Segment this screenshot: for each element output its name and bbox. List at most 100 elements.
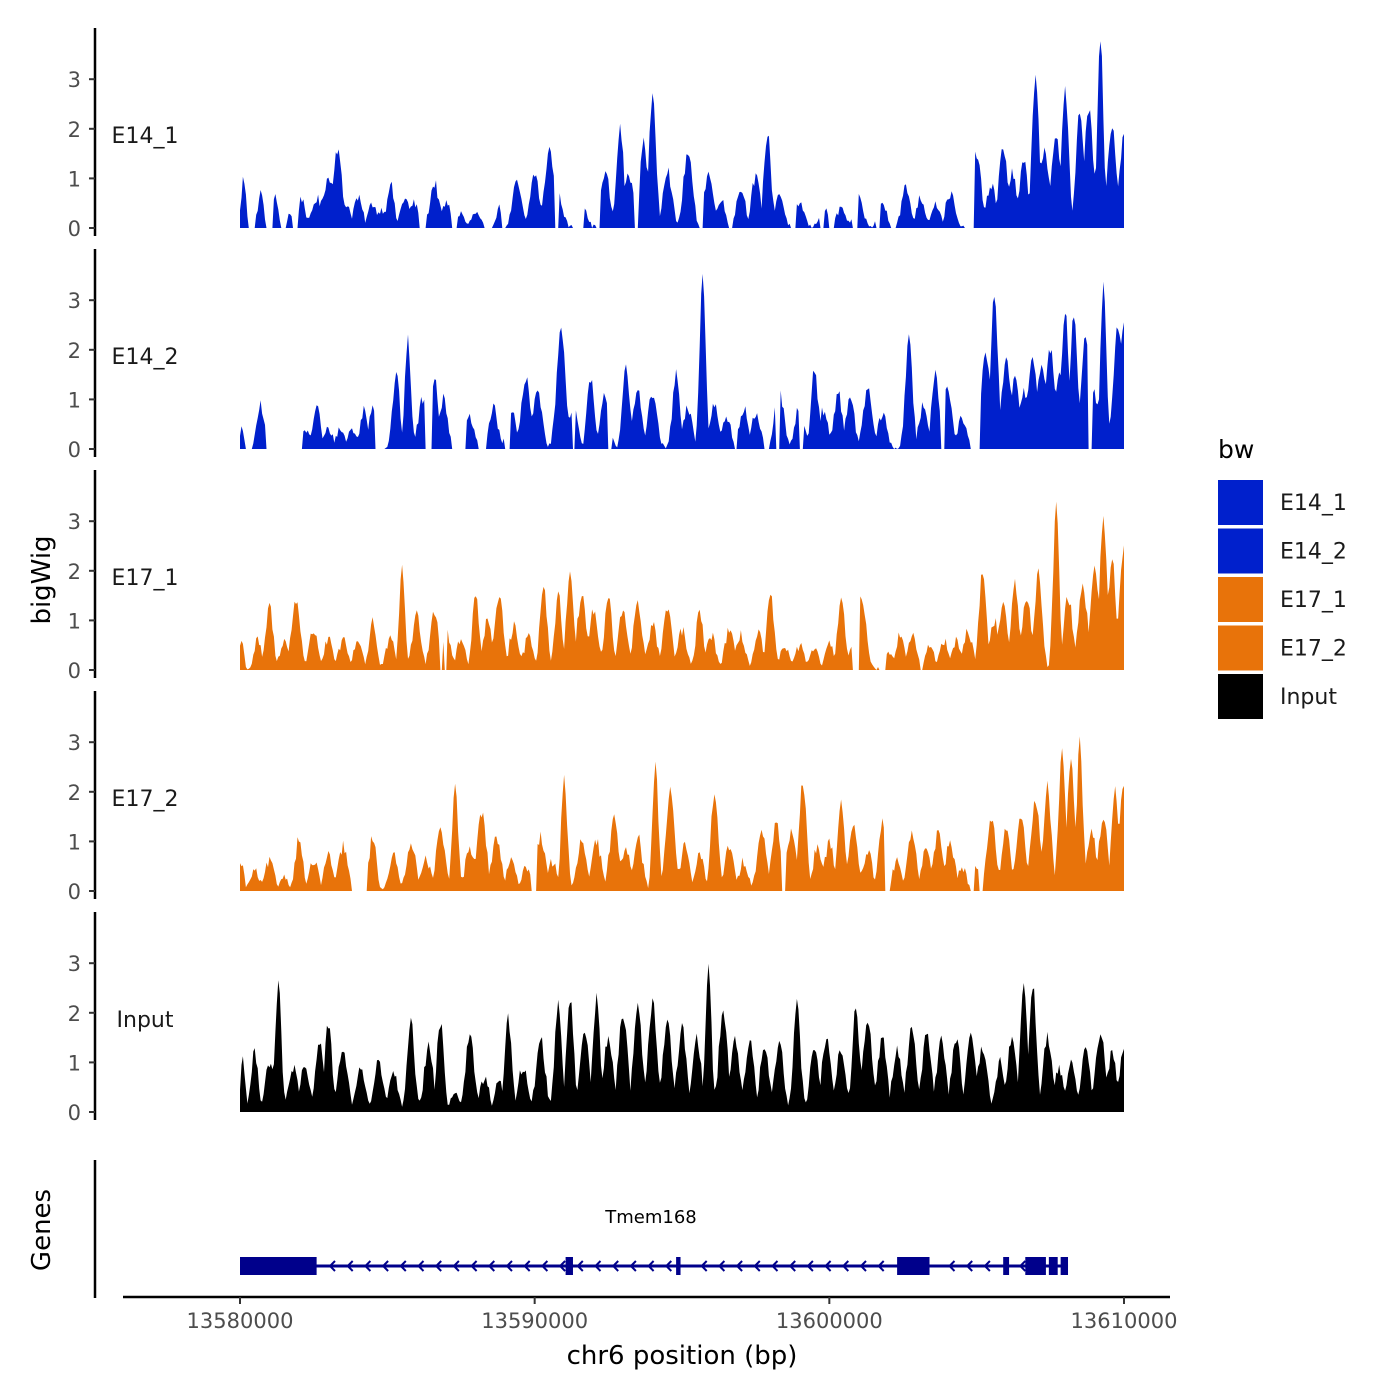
y-tick-label: 2 (68, 560, 81, 584)
strand-arrow (877, 1260, 885, 1272)
y-tick-label: 3 (68, 731, 81, 755)
y-tick-label: 2 (68, 1002, 81, 1026)
y-tick-label: 3 (68, 68, 81, 92)
y-tick-label: 3 (68, 510, 81, 534)
legend-item-e14-2: E14_2 (1218, 528, 1347, 574)
strand-arrow (965, 1260, 973, 1272)
legend-swatch (1218, 625, 1263, 671)
legend-swatch (1218, 577, 1263, 622)
y-tick-label: 3 (68, 289, 81, 313)
exon-block (1025, 1257, 1046, 1275)
y-tick-label: 0 (68, 1101, 81, 1125)
strand-arrow (771, 1260, 779, 1272)
strand-arrow (824, 1260, 832, 1272)
strand-arrow (717, 1260, 726, 1272)
x-axis-title: chr6 position (bp) (567, 1341, 798, 1371)
legend-label: E14_2 (1280, 540, 1347, 565)
exon-block (1048, 1257, 1058, 1275)
x-tick-label: 13590000 (481, 1309, 588, 1333)
track-input: 0 1 2 3 Input (68, 912, 1124, 1125)
y-tick-label: 1 (68, 1051, 81, 1075)
track-e14-2: 0 1 2 3 E14_2 (68, 249, 1124, 462)
legend: bw E14_1 E14_2 E17_1 E17_2 Input (1218, 435, 1347, 719)
exon-block (240, 1257, 317, 1275)
track-label: Input (117, 1008, 174, 1033)
strand-arrow (470, 1260, 478, 1272)
track-label: E14_1 (112, 124, 179, 149)
legend-item-e17-2: E17_2 (1218, 625, 1347, 671)
legend-item-e14-1: E14_1 (1218, 480, 1347, 525)
strand-arrow (859, 1260, 867, 1272)
strand-arrow (664, 1260, 673, 1272)
signal-area-input (240, 963, 1124, 1112)
y-tick-label: 3 (68, 952, 81, 976)
x-axis: 13580000 13590000 13600000 13610000 (123, 1295, 1178, 1333)
exon-block (1060, 1257, 1069, 1275)
exon-block (565, 1257, 573, 1275)
strand-arrow (505, 1260, 513, 1272)
legend-item-e17-1: E17_1 (1218, 577, 1347, 622)
strand-arrow (806, 1260, 814, 1272)
strand-arrow (629, 1260, 637, 1272)
x-tick-label: 13610000 (1071, 1309, 1178, 1333)
y-tick-label: 1 (68, 167, 81, 191)
strand-arrow (753, 1260, 761, 1272)
track-label: E14_2 (112, 345, 179, 370)
legend-label: E14_1 (1280, 491, 1347, 516)
strand-arrow (700, 1260, 708, 1272)
y-tick-label: 0 (68, 438, 81, 462)
track-e17-1: 0 1 2 3 E17_1 (68, 470, 1124, 683)
y-tick-label: 1 (68, 388, 81, 412)
tracks-layer: 0 1 2 3 E14_1 0 1 2 3 E14_2 0 1 2 3 E17_1 0 1 2 3 E17_2 0 1 2 3… (68, 28, 1124, 1125)
strand-arrow (417, 1260, 425, 1272)
strand-arrow (983, 1260, 991, 1272)
exon-block (676, 1257, 681, 1275)
gene-track: Genes Tmem168 (27, 1160, 1069, 1298)
legend-label: E17_2 (1280, 637, 1347, 662)
legend-swatch (1218, 528, 1263, 574)
x-tick-label: 13580000 (187, 1309, 294, 1333)
strand-arrow (523, 1260, 531, 1272)
y-tick-label: 0 (68, 217, 81, 241)
strand-arrow (452, 1260, 460, 1272)
legend-swatch (1218, 674, 1263, 719)
strand-arrow (487, 1260, 496, 1272)
strand-arrow (1018, 1260, 1027, 1272)
strand-arrow (948, 1260, 956, 1272)
legend-swatch (1218, 480, 1263, 525)
strand-arrow (346, 1260, 354, 1272)
signal-area-e17-1 (240, 501, 1124, 670)
signal-area-e14-1 (240, 41, 1124, 228)
legend-title: bw (1218, 435, 1254, 464)
gene-name-label: Tmem168 (604, 1207, 697, 1228)
legend-label: Input (1280, 685, 1337, 710)
strand-arrow (558, 1260, 566, 1272)
y-tick-label: 2 (68, 339, 81, 363)
track-label: E17_1 (112, 566, 179, 591)
y-axis-title: bigWig (27, 535, 57, 624)
legend-label: E17_1 (1280, 588, 1347, 613)
strand-arrow (381, 1260, 389, 1272)
strand-arrow (399, 1260, 407, 1272)
y-tick-label: 2 (68, 118, 81, 142)
strand-arrow (363, 1260, 372, 1272)
y-tick-label: 1 (68, 609, 81, 633)
strand-arrow (647, 1260, 655, 1272)
track-e17-2: 0 1 2 3 E17_2 (68, 691, 1124, 904)
strand-arrow (611, 1260, 619, 1272)
track-label: E17_2 (112, 787, 179, 812)
gene-track-title: Genes (27, 1189, 57, 1271)
y-tick-label: 1 (68, 830, 81, 854)
exon-block (1003, 1257, 1010, 1275)
strand-arrow (434, 1260, 442, 1272)
y-tick-label: 2 (68, 781, 81, 805)
exon-block (897, 1257, 930, 1275)
strand-arrow (594, 1260, 602, 1272)
strand-arrow (540, 1260, 549, 1272)
y-tick-label: 0 (68, 659, 81, 683)
strand-arrow (735, 1260, 743, 1272)
strand-arrow (328, 1260, 336, 1272)
signal-area-e14-2 (240, 273, 1124, 449)
